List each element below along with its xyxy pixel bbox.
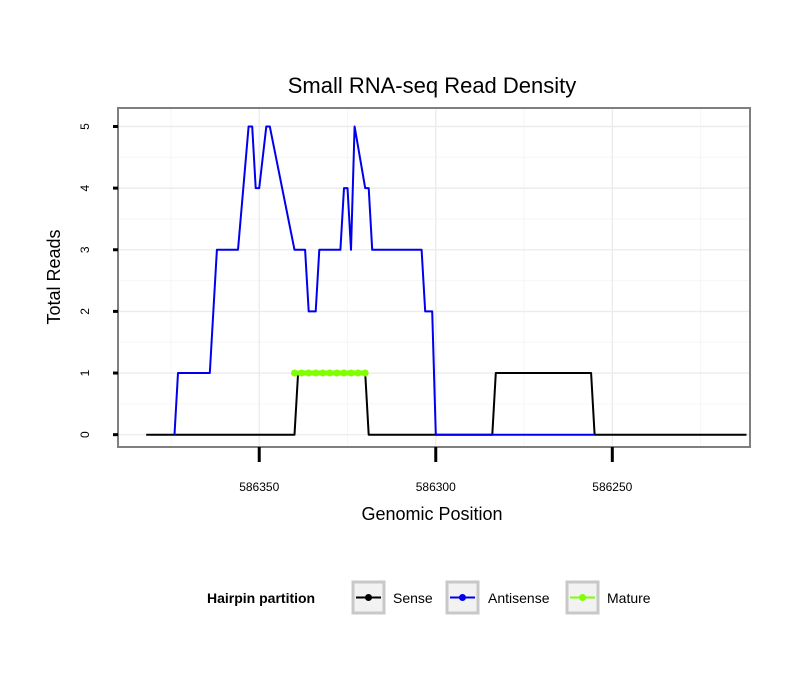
legend-label-sense: Sense (393, 590, 433, 606)
y-tick-label: 5 (78, 123, 92, 130)
mature-point (305, 369, 313, 377)
legend-label-mature: Mature (607, 590, 651, 606)
y-axis-title: Total Reads (44, 229, 64, 324)
x-tick-label: 586350 (239, 480, 279, 494)
y-tick-label: 1 (78, 369, 92, 376)
mature-point (312, 369, 320, 377)
plot-border (117, 107, 751, 448)
y-tick-label: 0 (78, 431, 92, 438)
legend-title: Hairpin partition (207, 590, 315, 606)
mature-point (291, 369, 299, 377)
mature-point (340, 369, 348, 377)
y-tick-label: 2 (78, 308, 92, 315)
mature-point (319, 369, 327, 377)
mature-point (361, 369, 369, 377)
mature-point (333, 369, 341, 377)
legend-key-point-mature (579, 594, 586, 601)
legend-key-point-sense (365, 594, 372, 601)
mature-point (354, 369, 362, 377)
x-tick-label: 586300 (416, 480, 456, 494)
y-tick-label: 3 (78, 246, 92, 253)
mature-point (347, 369, 355, 377)
chart-title: Small RNA-seq Read Density (288, 73, 577, 98)
mature-point (298, 369, 306, 377)
mature-point (326, 369, 334, 377)
y-tick-label: 4 (78, 184, 92, 191)
series-line-sense (146, 372, 747, 436)
x-tick-label: 586250 (592, 480, 632, 494)
legend: Hairpin partition Sense Antisense Mature (207, 580, 651, 615)
series-line-antisense (173, 125, 437, 435)
plot-area: 0 1 2 3 4 5 586350 586300 586250 (78, 107, 751, 494)
legend-key-point-antisense (459, 594, 466, 601)
x-axis-title: Genomic Position (361, 504, 502, 524)
legend-label-antisense: Antisense (488, 590, 550, 606)
